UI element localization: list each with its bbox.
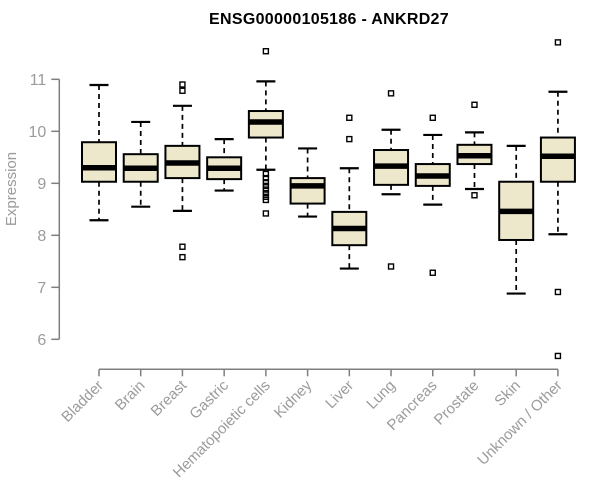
y-tick-label: 7 (37, 280, 46, 297)
x-tick-label-bladder: Bladder (58, 377, 107, 426)
y-tick-label: 6 (37, 332, 46, 349)
outlier-point (262, 182, 270, 190)
outlier-point (554, 352, 562, 360)
outlier-point (262, 48, 270, 55)
x-tick-label-lung: Lung (363, 377, 399, 413)
y-tick-label: 10 (29, 124, 47, 141)
outlier-point (179, 253, 186, 261)
outlier-point (346, 135, 353, 143)
box-hematopoietic-cells (247, 48, 284, 217)
y-tick-label: 9 (37, 176, 46, 193)
box-lung (373, 90, 410, 270)
box-pancreas (414, 114, 451, 276)
box-gastric (206, 138, 243, 192)
x-tick-label-kidney: Kidney (271, 377, 316, 422)
outlier-point (554, 288, 562, 296)
box-brain (122, 120, 159, 208)
outlier-point (262, 179, 270, 186)
outlier-point (262, 174, 270, 182)
x-tick-label-breast: Breast (148, 377, 191, 420)
outlier-point (471, 101, 478, 108)
y-axis-title: Expression (3, 152, 20, 226)
box-bladder (81, 83, 117, 222)
x-tick-label-brain: Brain (112, 377, 149, 414)
outlier-point (179, 243, 186, 250)
outlier-point (471, 192, 478, 199)
outlier-point (429, 114, 436, 121)
x-tick-label-skin: Skin (491, 377, 524, 410)
box-liver (331, 114, 368, 270)
outlier-point (429, 269, 436, 276)
iqr-box (81, 141, 117, 183)
box-kidney (289, 147, 326, 218)
y-tick-label: 8 (37, 228, 46, 245)
boxes-layer (81, 39, 576, 360)
outlier-point (179, 87, 186, 94)
iqr-box (289, 177, 326, 205)
outlier-point (262, 170, 270, 178)
chart-title: ENSG00000105186 - ANKRD27 (209, 11, 449, 28)
box-prostate (456, 101, 493, 199)
box-breast (164, 81, 201, 261)
outlier-point (262, 196, 270, 204)
outlier-point (179, 81, 186, 88)
outlier-point (262, 210, 270, 217)
box-unknown-other (539, 39, 576, 360)
iqr-box (539, 136, 576, 183)
box-skin (498, 144, 535, 295)
outlier-point (387, 90, 395, 97)
y-tick-label: 11 (30, 72, 47, 89)
x-tick-label-prostate: Prostate (431, 377, 483, 429)
outlier-point (262, 189, 270, 197)
outlier-point (262, 186, 270, 193)
x-tick-label-liver: Liver (322, 377, 357, 412)
outlier-point (554, 39, 562, 46)
outlier-point (387, 263, 395, 270)
outlier-point (346, 114, 353, 121)
